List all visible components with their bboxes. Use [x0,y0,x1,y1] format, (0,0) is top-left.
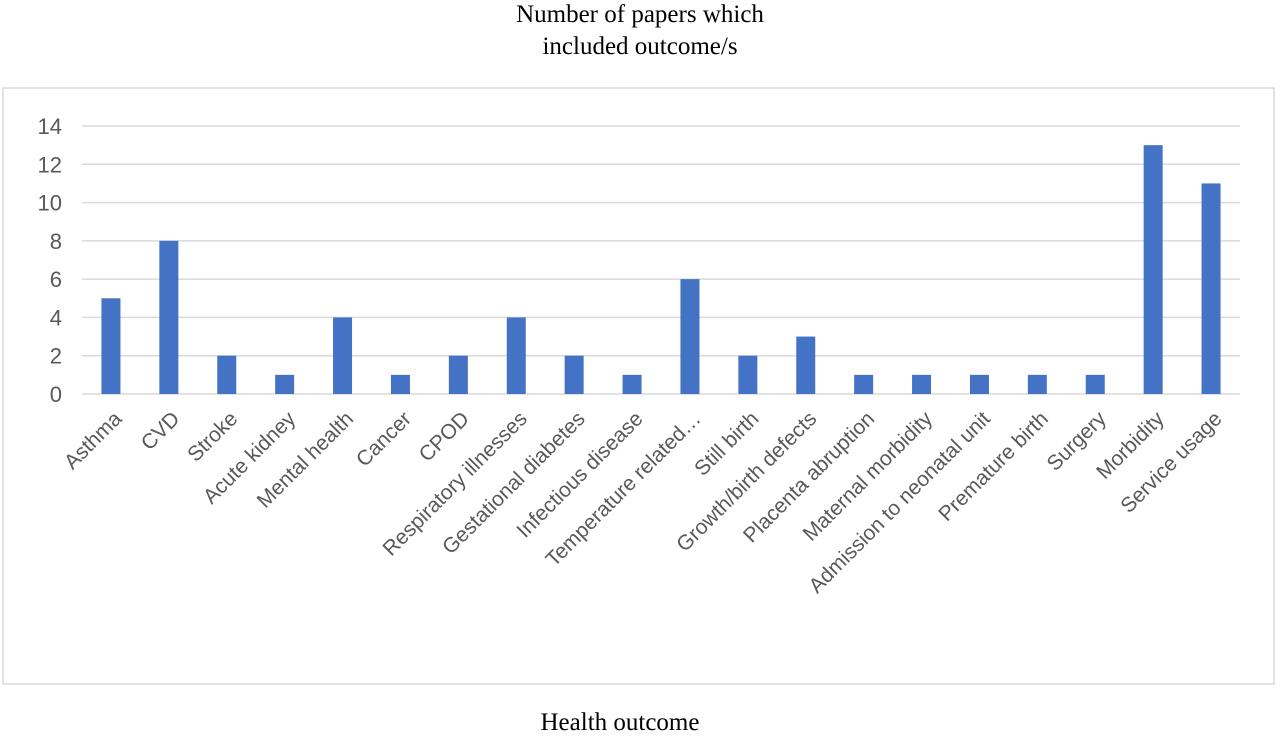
x-axis-title: Health outcome [540,709,700,736]
bar [506,317,526,394]
bar [680,279,700,394]
gridlines [82,125,1240,395]
x-tick-label: Cancer [352,407,416,471]
bar [1027,374,1047,394]
bar [1085,374,1105,394]
bar [1143,145,1163,394]
y-tick-label: 4 [50,305,62,330]
chart-area-border [2,87,1275,685]
bar [275,374,295,394]
bar [101,298,121,394]
x-tick-label: Premature birth [934,407,1053,526]
bar [217,355,237,394]
bar [969,374,989,394]
y-tick-label: 0 [50,382,62,407]
y-tick-label: 6 [50,267,62,292]
bar [796,336,816,394]
y-tick-label: 14 [38,114,62,139]
y-tick-label: 12 [38,152,62,177]
bar [390,374,410,394]
x-tick-label: CVD [137,407,185,455]
bar [738,355,758,394]
chart-title-line-2: included outcome/s [542,33,738,60]
bars [101,145,1221,394]
bar [159,240,179,394]
bar [912,374,932,394]
bar [854,374,874,394]
bar [1201,183,1221,394]
y-tick-label: 8 [50,229,62,254]
y-tick-label: 2 [50,344,62,369]
x-tick-label: Service usage [1116,407,1226,517]
y-tick-label: 10 [38,191,62,216]
x-tick-label: Asthma [60,407,127,474]
bar [564,355,584,394]
bar [333,317,353,394]
chart-title-line-1: Number of papers which [516,1,764,28]
y-axis-ticks: 0 2 4 6 8 10 12 14 [38,114,62,407]
bar [448,355,468,394]
bar [622,374,642,394]
